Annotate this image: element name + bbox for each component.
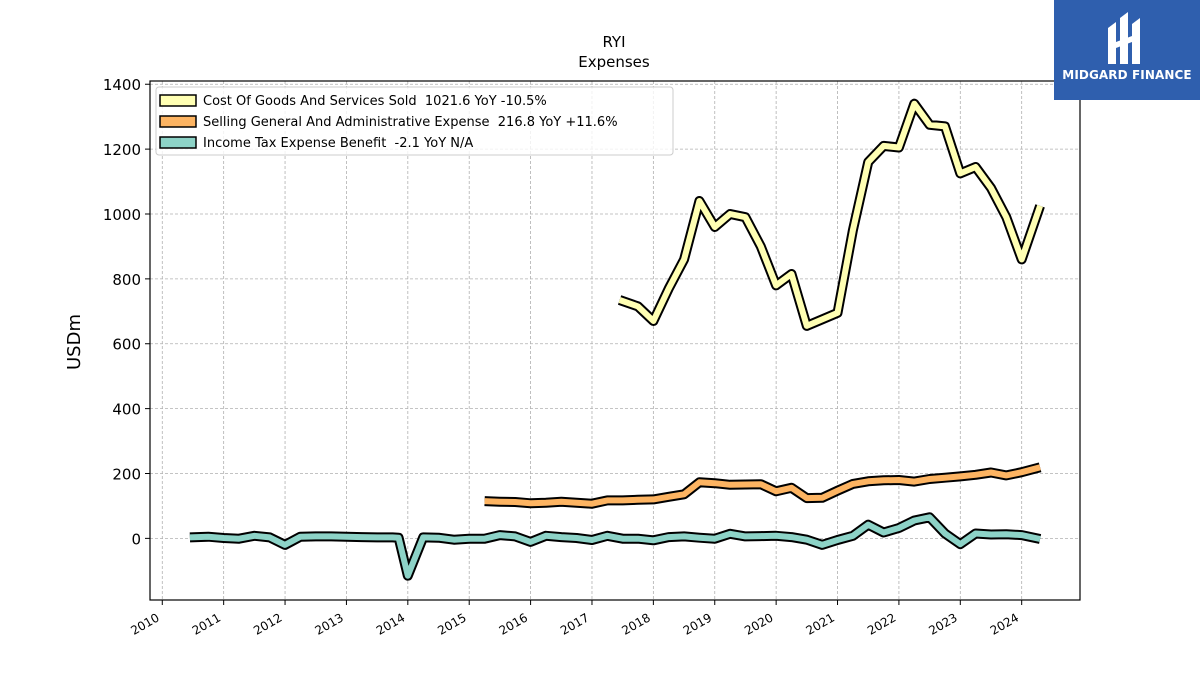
- series-line-2: [189, 514, 1041, 579]
- y-tick-label: 1400: [103, 76, 141, 94]
- legend-label-0: Cost Of Goods And Services Sold 1021.6 Y…: [203, 94, 547, 109]
- x-tick-label: 2013: [312, 610, 345, 637]
- series-line-1: [484, 464, 1041, 507]
- brand-logo: MIDGARD FINANCE: [1054, 0, 1200, 100]
- grid: [150, 81, 1080, 600]
- x-tick-label: 2022: [865, 610, 898, 637]
- legend-swatch-1: [159, 115, 197, 128]
- legend-label-2: Income Tax Expense Benefit -2.1 YoY N/A: [203, 136, 473, 151]
- logo-text: MIDGARD FINANCE: [1062, 68, 1192, 82]
- y-tick-label: 800: [112, 271, 141, 289]
- series-outline-2: [189, 512, 1042, 581]
- logo-mark-icon: [1108, 12, 1140, 64]
- legend-box: [155, 86, 674, 156]
- x-tick-label: 2011: [190, 610, 223, 637]
- x-tick-label: 2019: [681, 610, 714, 637]
- series-outline-0: [617, 98, 1045, 331]
- legend-swatch-0: [159, 94, 197, 107]
- y-tick-label: 200: [112, 465, 141, 483]
- x-tick-label: 2010: [128, 610, 161, 637]
- axes: 0 200 400 600 800 1000 1200 1400 2010 2011 2012 201…: [103, 76, 1023, 638]
- x-tick-label: 2024: [988, 610, 1021, 637]
- x-tick-label: 2020: [742, 610, 775, 637]
- y-tick-label: 600: [112, 336, 141, 354]
- chart-title: RYI: [602, 33, 625, 51]
- chart-subtitle: Expenses: [578, 53, 650, 71]
- legend-label-1: Selling General And Administrative Expen…: [203, 115, 618, 130]
- x-tick-label: 2015: [435, 610, 468, 637]
- x-tick-label: 2021: [804, 610, 837, 637]
- legend-swatch-2: [159, 136, 197, 149]
- x-tick-label: 2023: [926, 610, 959, 637]
- x-tick-label: 2014: [374, 610, 407, 637]
- y-tick-label: 1200: [103, 141, 141, 159]
- y-tick-label: 400: [112, 401, 141, 419]
- x-tick-label: 2018: [619, 610, 652, 637]
- x-tick-label: 2016: [497, 610, 530, 637]
- y-axis-label: USDm: [64, 314, 85, 370]
- x-tick-label: 2012: [251, 610, 284, 637]
- legend: Cost Of Goods And Services Sold 1021.6 Y…: [155, 86, 674, 156]
- x-tick-label: 2017: [558, 610, 591, 637]
- y-tick-label: 1000: [103, 206, 141, 224]
- y-tick-label: 0: [131, 530, 141, 548]
- series-line-0: [618, 100, 1043, 329]
- plot-frame: [149, 80, 1081, 601]
- series-layer: [189, 98, 1045, 581]
